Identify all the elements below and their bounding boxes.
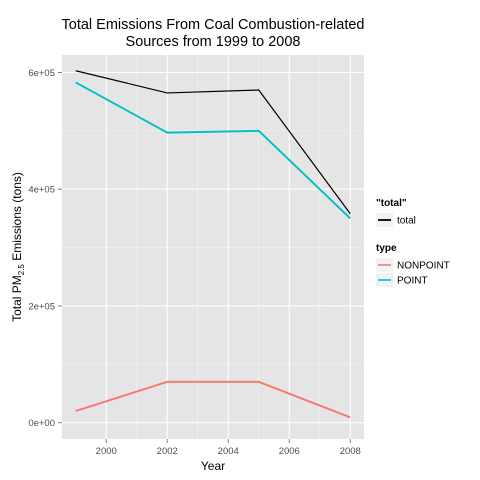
- series-lines: [75, 70, 351, 419]
- x-tick-label: 2008: [340, 446, 361, 457]
- minor-gridlines: [62, 55, 364, 439]
- y-axis-label: Total PM2.5 Emissions (tons): [10, 172, 26, 322]
- chart-title-line-1: Total Emissions From Coal Combustion-rel…: [62, 17, 365, 33]
- series-line-total: [75, 70, 351, 215]
- y-tick-label: 4e+05: [28, 185, 55, 196]
- x-axis-label: Year: [201, 459, 225, 473]
- series-line-nonpoint: [75, 380, 351, 419]
- series-line-point: [75, 81, 351, 220]
- y-tick-label: 2e+05: [28, 301, 55, 312]
- y-tick-label: 0e+00: [28, 418, 55, 429]
- legend-title: "total": [376, 198, 407, 209]
- legend-label: POINT: [397, 276, 428, 287]
- chart-title-line-2: Sources from 1999 to 2008: [126, 34, 301, 50]
- y-tick-label: 6e+05: [28, 68, 55, 79]
- major-gridlines: [62, 55, 364, 439]
- legend-title: type: [376, 243, 397, 254]
- y-axis-ticks: 0e+00 2e+05 4e+05 6e+05: [28, 68, 62, 429]
- y-axis-label-subscript: 2.5: [17, 264, 26, 276]
- y-axis-label-suffix: Emissions (tons): [10, 172, 24, 264]
- y-axis-label-prefix: Total PM: [10, 275, 24, 322]
- x-tick-label: 2000: [96, 446, 117, 457]
- x-axis-ticks: 2000 2002 2004 2006 2008: [96, 439, 361, 457]
- x-tick-label: 2004: [218, 446, 239, 457]
- x-tick-label: 2002: [157, 446, 178, 457]
- plot-panel: [62, 55, 364, 439]
- legend-label: NONPOINT: [397, 261, 450, 272]
- x-tick-label: 2006: [279, 446, 300, 457]
- legend-label: total: [397, 216, 416, 227]
